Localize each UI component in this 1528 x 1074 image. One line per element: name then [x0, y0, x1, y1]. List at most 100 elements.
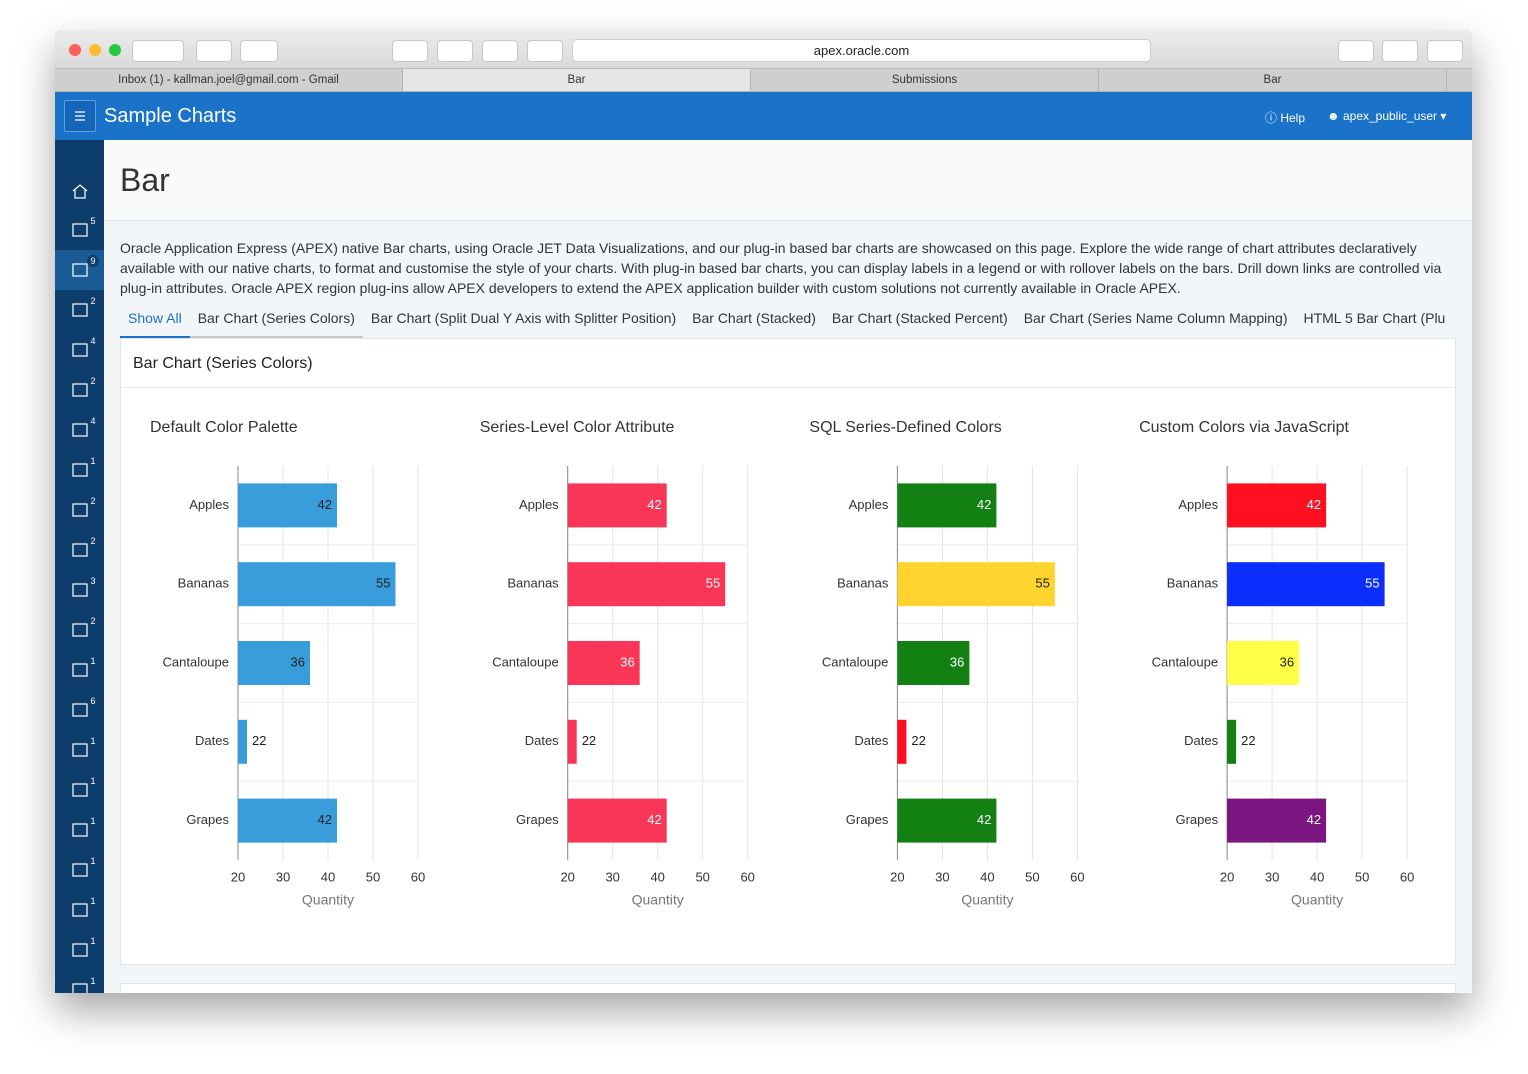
nav-badge-count: 3 [90, 576, 95, 586]
nav-badge [87, 855, 99, 867]
bar [1227, 719, 1237, 764]
info-button[interactable] [527, 40, 563, 62]
browser-tab[interactable]: Bar [403, 69, 751, 91]
bar [897, 719, 907, 764]
nav-badge [87, 255, 99, 267]
y-tick-label: Dates [1184, 733, 1218, 748]
value-label: 55 [376, 576, 390, 591]
nav-badge [87, 615, 99, 627]
nav-badge-count: 2 [90, 616, 95, 626]
app-title[interactable]: Sample Charts [104, 105, 237, 127]
bar [897, 483, 997, 528]
nav-icon [72, 703, 88, 717]
nav-badge [87, 655, 99, 667]
browser-tabs: Inbox (1) - kallman.joel@gmail.com - Gma… [55, 68, 1472, 92]
next-region [120, 983, 1456, 993]
nav-badge-count: 1 [90, 856, 95, 866]
bar [1227, 483, 1327, 528]
bar [897, 641, 970, 685]
help-link[interactable]: ⓘ Help [1265, 111, 1306, 125]
nav-badge [87, 775, 99, 787]
nav-icon [72, 343, 88, 357]
nav-badge-count: 1 [90, 736, 95, 746]
nav-badge-count: 9 [90, 256, 95, 266]
value-label: 36 [1280, 654, 1294, 669]
value-label: 42 [318, 497, 332, 512]
y-tick-label: Apples [189, 497, 229, 512]
y-tick-label: Apples [1178, 497, 1218, 512]
x-tick-label: 30 [1265, 869, 1279, 884]
app-header: Sample Charts ⓘ Help ☻ apex_public_user … [55, 92, 1472, 140]
browser-tab[interactable]: Bar [1099, 69, 1447, 91]
nav-badge [87, 935, 99, 947]
region-tab[interactable]: Bar Chart (Stacked) [692, 310, 816, 326]
y-tick-label: Cantaloupe [822, 654, 889, 669]
home-button[interactable] [392, 40, 428, 62]
y-tick-label: Cantaloupe [1152, 654, 1219, 669]
x-tick-label: 20 [231, 869, 245, 884]
region-tab[interactable]: Bar Chart (Series Colors) [189, 308, 363, 338]
user-menu[interactable]: ☻ apex_public_user ▾ [1327, 109, 1447, 123]
y-tick-label: Bananas [837, 576, 889, 591]
value-label: 42 [647, 497, 661, 512]
chart-title: Custom Colors via JavaScript [1139, 419, 1349, 436]
browser-tab[interactable]: Inbox (1) - kallman.joel@gmail.com - Gma… [55, 69, 403, 91]
y-tick-label: Apples [849, 497, 889, 512]
y-tick-label: Cantaloupe [492, 654, 559, 669]
nav-badge [87, 375, 99, 387]
region-tab[interactable]: Bar Chart (Stacked Percent) [831, 310, 1008, 326]
nav-icon [72, 303, 88, 317]
x-tick-label: 50 [1025, 869, 1039, 884]
bar [567, 719, 577, 764]
extension-button[interactable] [482, 40, 518, 62]
region-tab[interactable]: Bar Chart (Split Dual Y Axis with Splitt… [370, 310, 677, 326]
value-label: 42 [318, 812, 332, 827]
region-tab[interactable]: Bar Chart (Series Name Column Mapping) [1023, 310, 1288, 326]
region-title: Bar Chart (Series Colors) [133, 355, 313, 372]
page-title: Bar [120, 162, 170, 198]
nav-icon [72, 543, 88, 557]
back-forward[interactable] [132, 40, 184, 62]
chart-title: SQL Series-Defined Colors [809, 419, 1001, 436]
x-axis-title: Quantity [632, 892, 684, 908]
nav-icon [72, 623, 88, 637]
address-bar[interactable]: apex.oracle.com [572, 39, 1151, 62]
share-button[interactable] [1382, 40, 1418, 62]
minimize-button[interactable] [89, 44, 101, 56]
x-tick-label: 30 [935, 869, 949, 884]
nav-badge-count: 5 [90, 216, 95, 226]
tabs-button[interactable] [1427, 40, 1463, 62]
bar [567, 798, 667, 843]
chart-title: Default Color Palette [150, 419, 298, 436]
menu-icon [75, 111, 85, 121]
nav-icon [72, 903, 88, 917]
x-tick-label: 60 [1400, 869, 1414, 884]
region-tab[interactable]: HTML 5 Bar Chart (Plu [1303, 310, 1446, 326]
description: Oracle Application Express (APEX) native… [120, 240, 1442, 296]
y-tick-label: Bananas [1167, 576, 1219, 591]
region-tab[interactable]: Show All [120, 308, 190, 338]
nav-badge [87, 295, 99, 307]
close-button[interactable] [69, 44, 81, 56]
nav-badge-count: 1 [90, 776, 95, 786]
value-label: 36 [620, 654, 634, 669]
sidebar-button[interactable] [196, 40, 232, 62]
value-label: 22 [582, 733, 596, 748]
nav-icon [72, 463, 88, 477]
nav-icon [72, 863, 88, 877]
value-label: 22 [911, 733, 925, 748]
zoom-button[interactable] [109, 44, 121, 56]
nav-badge-count: 6 [90, 696, 95, 706]
download-button[interactable] [1338, 40, 1374, 62]
browser-toolbar: apex.oracle.com [55, 30, 1472, 68]
region-tabs: Show All Bar Chart (Series Colors) Bar Cha… [120, 308, 1456, 338]
value-label: 42 [977, 812, 991, 827]
bookmarks-button[interactable] [240, 40, 278, 62]
x-axis-title: Quantity [1291, 892, 1343, 908]
x-axis-title: Quantity [961, 892, 1013, 908]
menu-toggle[interactable] [64, 100, 96, 132]
pocket-button[interactable] [437, 40, 473, 62]
value-label: 42 [1307, 497, 1321, 512]
browser-tab[interactable]: Submissions [751, 69, 1099, 91]
